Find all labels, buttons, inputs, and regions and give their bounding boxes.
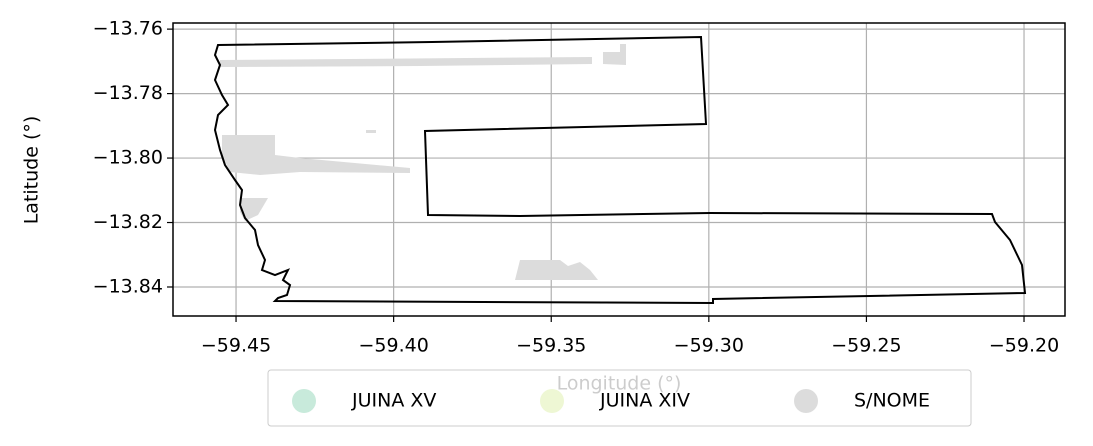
- legend-label: S/NOME: [854, 390, 930, 412]
- x-tick-label: −59.20: [989, 335, 1059, 357]
- legend-marker: [794, 389, 818, 413]
- legend-label: JUINA XV: [351, 390, 436, 412]
- x-tick-label: −59.40: [358, 335, 428, 357]
- y-axis-label: Latitude (°): [21, 116, 43, 225]
- x-tick-label: −59.45: [201, 335, 271, 357]
- x-tick-label: −59.25: [831, 335, 901, 357]
- y-tick-label: −13.76: [93, 18, 163, 40]
- legend-marker: [292, 389, 316, 413]
- boundary: [213, 35, 1027, 305]
- legend-label: JUINA XIV: [599, 390, 690, 412]
- legend-box: [267, 369, 972, 427]
- y-tick-label: −13.80: [93, 147, 163, 169]
- x-tick-label: −59.30: [674, 335, 744, 357]
- y-tick-label: −13.78: [93, 82, 163, 104]
- gray-areas: [220, 44, 626, 280]
- legend-marker: [540, 389, 564, 413]
- y-tick-label: −13.84: [93, 275, 163, 297]
- plot-frame: [172, 22, 1066, 317]
- y-tick-label: −13.82: [93, 211, 163, 233]
- x-tick-label: −59.35: [516, 335, 586, 357]
